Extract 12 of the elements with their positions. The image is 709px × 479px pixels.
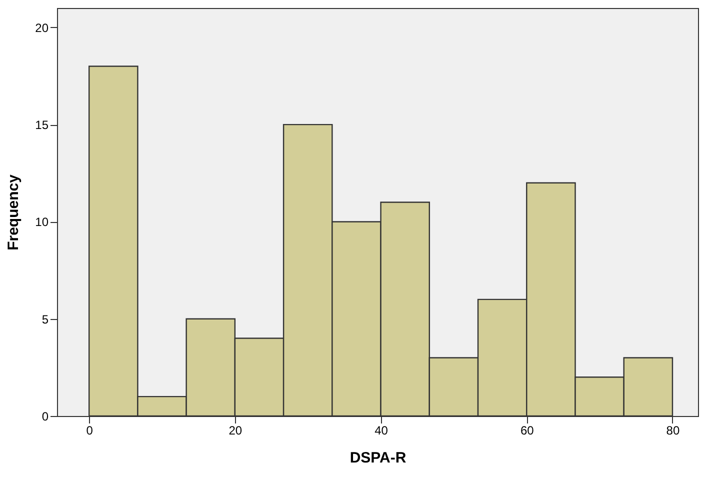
y-tick-label: 15 <box>35 118 49 132</box>
y-axis-title: Frequency <box>5 174 22 250</box>
y-tick-label: 0 <box>42 410 49 424</box>
x-tick-label: 20 <box>228 424 242 438</box>
x-tick-label: 0 <box>86 424 94 438</box>
x-tick-label: 60 <box>520 424 534 438</box>
y-tick-label: 5 <box>42 312 49 326</box>
x-tick-label: 40 <box>374 424 388 438</box>
y-tick-label: 20 <box>35 20 49 35</box>
x-axis-title: DSPA-R <box>350 450 406 466</box>
y-tick-label: 10 <box>35 215 49 230</box>
x-tick-label: 80 <box>666 424 680 438</box>
